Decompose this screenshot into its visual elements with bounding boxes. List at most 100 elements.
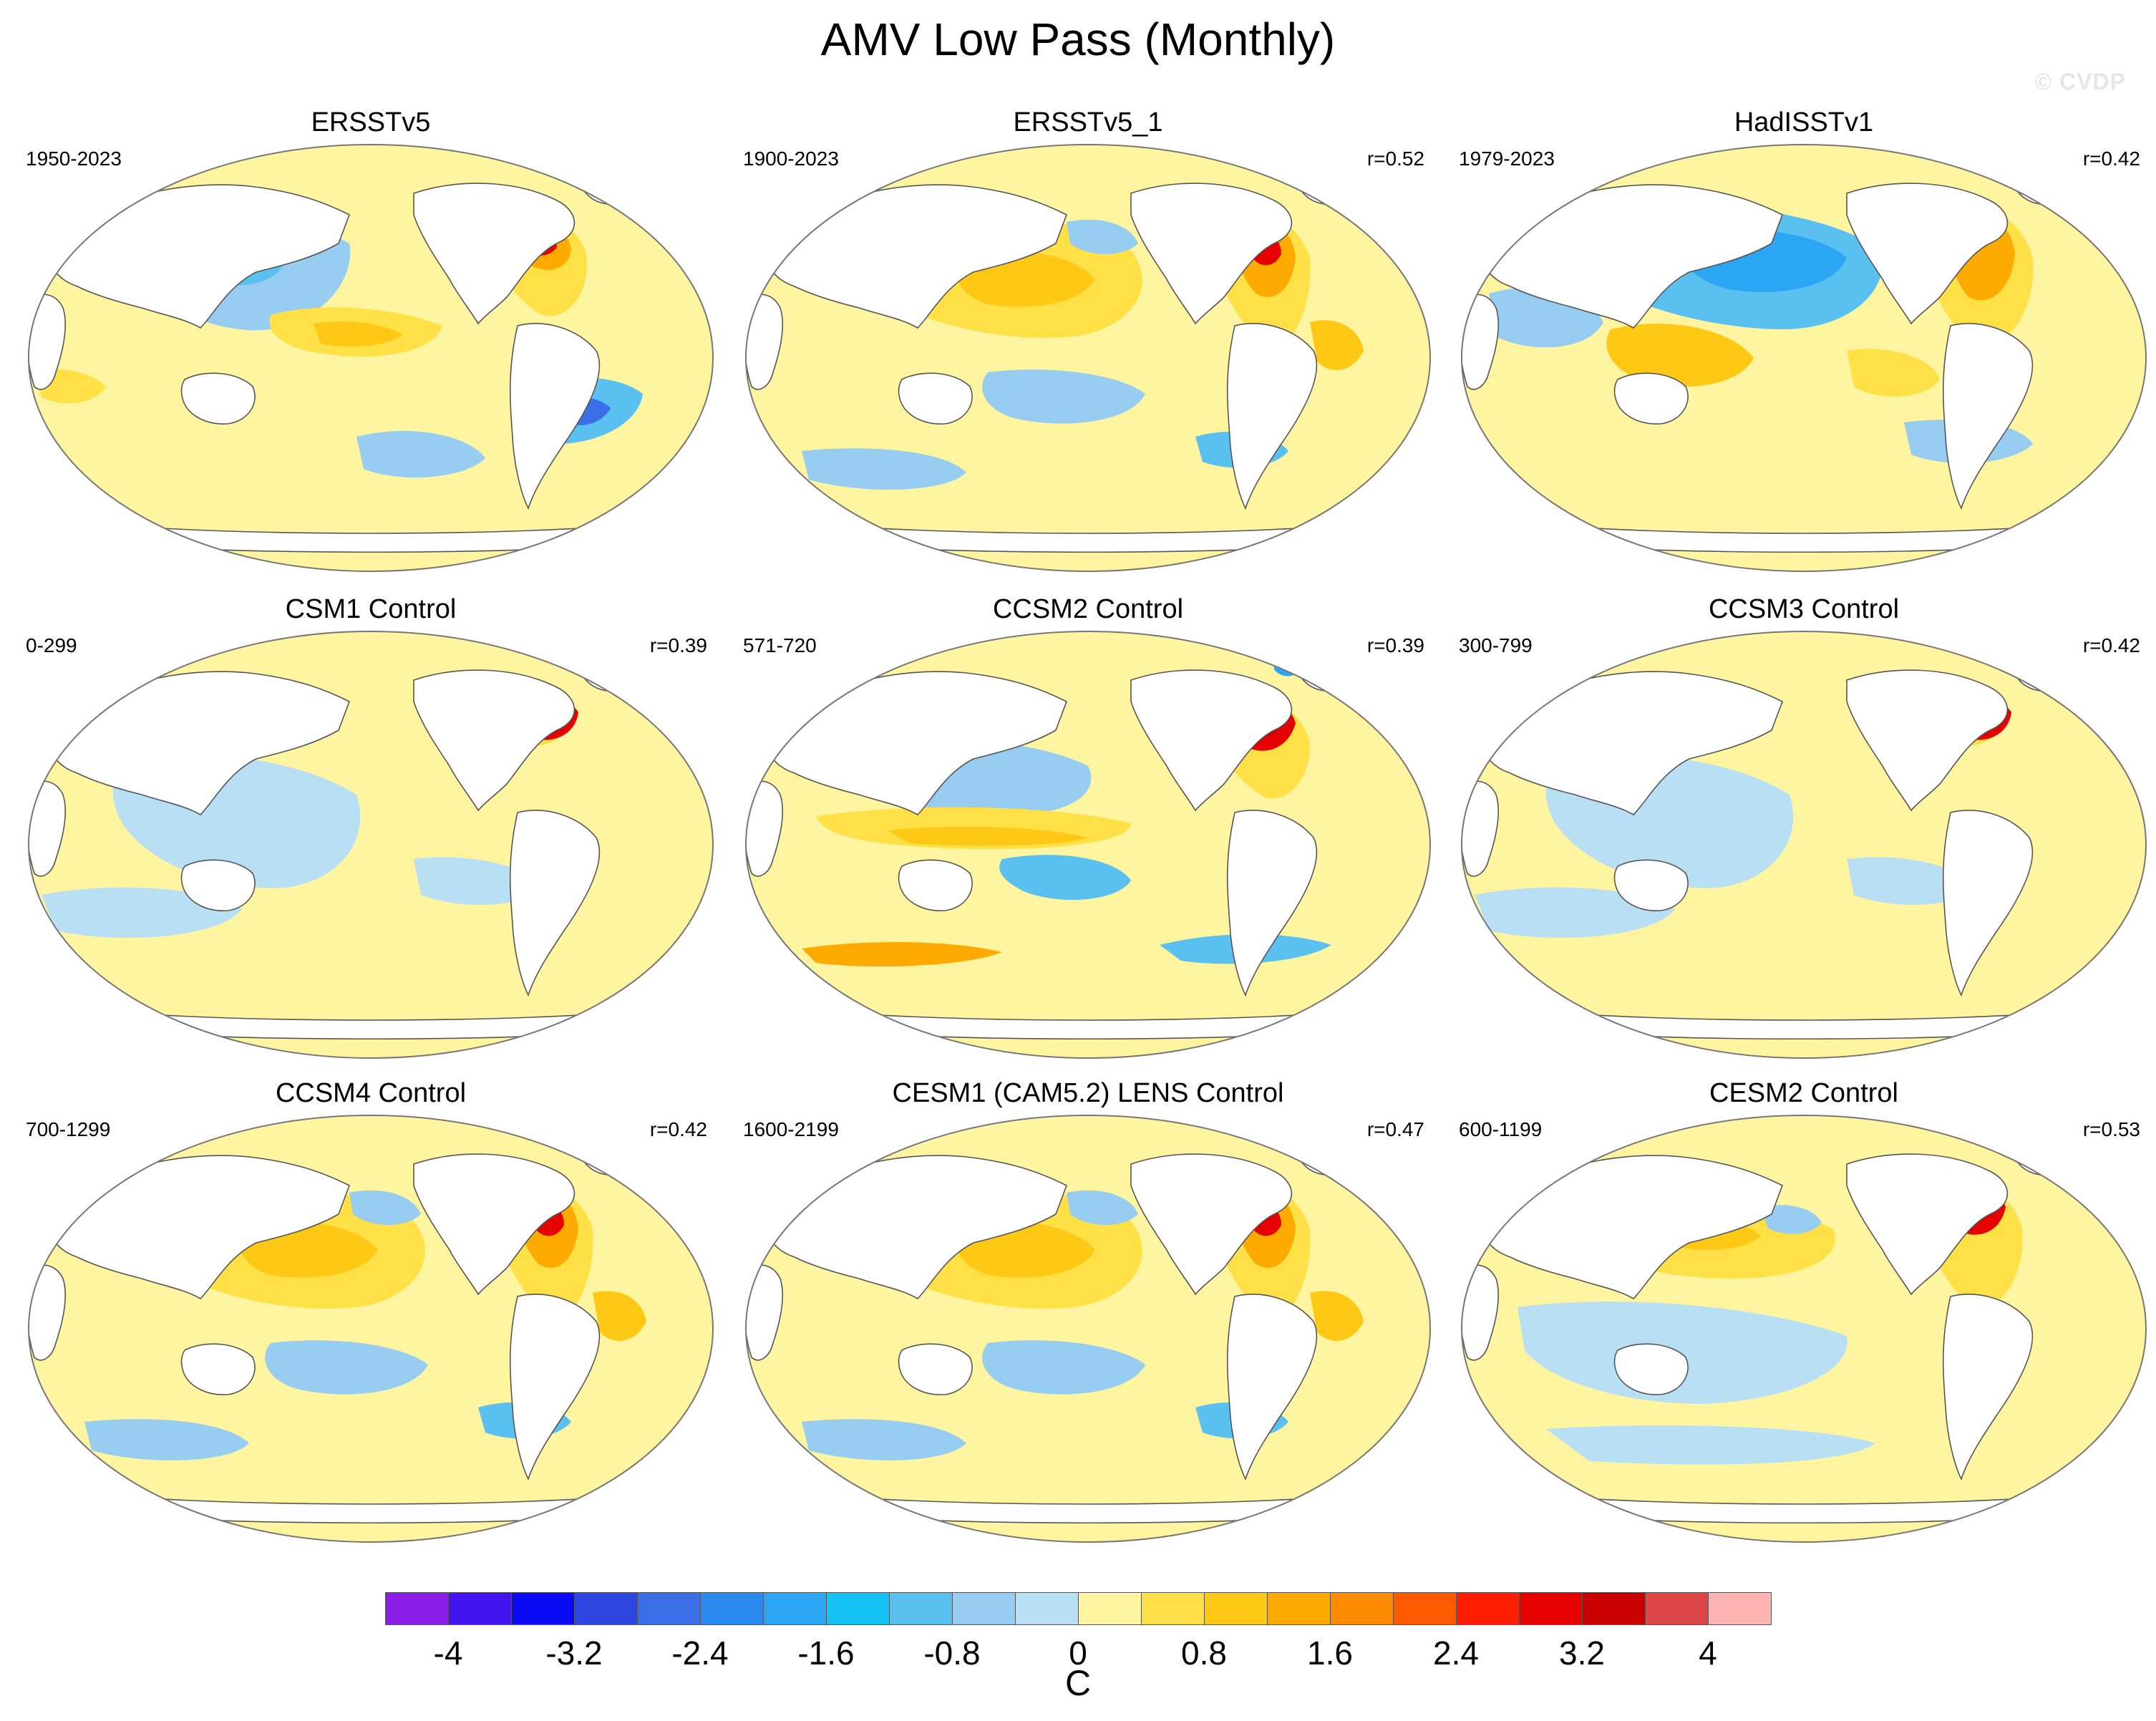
- map-panel: CESM1 (CAM5.2) LENS Control 1600-2199 r=0.…: [730, 1078, 1446, 1551]
- robinson-map: [1461, 1115, 2147, 1543]
- panel-year-range: 0-299: [26, 634, 77, 656]
- colorbar-swatch: [574, 1592, 638, 1625]
- colorbar-swatch: [1015, 1592, 1079, 1625]
- eurasia-land: [1482, 671, 1784, 816]
- colorbar-swatch: [826, 1592, 890, 1625]
- sst-anomaly-region: [1606, 324, 1754, 387]
- map-border: [745, 144, 1431, 572]
- colorbar-swatch: [1456, 1592, 1520, 1625]
- colorbar-swatch: [700, 1592, 764, 1625]
- map-panel: CCSM3 Control 300-799 r=0.42: [1446, 594, 2156, 1067]
- panel-title: CESM1 (CAM5.2) LENS Control: [892, 1078, 1284, 1108]
- sst-anomaly-region: [1761, 1205, 1822, 1234]
- africa-land: [746, 294, 784, 390]
- panel-correlation: r=0.42: [2082, 634, 2140, 656]
- colorbar-units: C: [1064, 1663, 1092, 1703]
- map-border: [1461, 144, 2147, 572]
- map-border: [28, 1115, 714, 1543]
- map-panel: CCSM4 Control 700-1299 r=0.42: [13, 1078, 729, 1551]
- robinson-map: [1461, 144, 2147, 572]
- colorbar-swatch: [1708, 1592, 1772, 1625]
- south-america-land: [1942, 810, 2034, 997]
- australia-land: [1613, 372, 1689, 425]
- ocean-base: [1462, 145, 2146, 571]
- sst-anomaly-region: [1310, 1291, 1364, 1341]
- colorbar-swatch: [1267, 1592, 1331, 1625]
- australia-land: [180, 372, 256, 425]
- colorbar-swatch: [763, 1592, 827, 1625]
- panel-correlation: r=0.52: [1366, 147, 1424, 170]
- sst-anomaly-region: [802, 448, 966, 490]
- robinson-map: [28, 1115, 714, 1543]
- south-america-land: [1226, 1294, 1318, 1481]
- sst-field: [29, 1115, 713, 1542]
- ocean-base: [29, 145, 713, 571]
- ocean-base: [29, 631, 713, 1058]
- sst-anomaly-region: [1310, 320, 1364, 370]
- panel-correlation: r=0.42: [2082, 147, 2140, 170]
- panel-correlation: r=0.42: [649, 1118, 707, 1140]
- south-america-land: [1226, 810, 1318, 997]
- robinson-map: [1461, 631, 2147, 1059]
- robinson-map: [745, 1115, 1431, 1543]
- africa-land: [29, 294, 67, 390]
- sst-anomaly-region: [1067, 219, 1138, 254]
- sst-anomaly-region: [1067, 1190, 1138, 1225]
- map-panel: CESM2 Control 600-1199 r=0.53: [1446, 1078, 2156, 1551]
- panel-correlation: r=0.39: [649, 634, 707, 656]
- sst-anomaly-region: [1546, 1425, 1875, 1465]
- south-america-land: [509, 810, 601, 997]
- north-america-land: [413, 669, 576, 812]
- colorbar-swatch: [1645, 1592, 1709, 1625]
- colorbar-swatch: [889, 1592, 953, 1625]
- australia-land: [180, 859, 256, 911]
- africa-land: [1462, 780, 1500, 877]
- colorbar-tick-label: 2.4: [1433, 1634, 1479, 1672]
- colorbar-tick-label: 0.8: [1181, 1634, 1227, 1672]
- north-america-land: [413, 183, 576, 325]
- sst-anomaly-region: [265, 1340, 428, 1395]
- south-america-land: [1942, 1294, 2034, 1481]
- north-america-land: [1846, 669, 2009, 812]
- panel-year-range: 1900-2023: [743, 147, 839, 170]
- colorbar-swatch: [1330, 1592, 1394, 1625]
- colorbar-tick-label: 0: [1069, 1634, 1087, 1672]
- panel-year-range: 571-720: [743, 634, 817, 656]
- africa-land: [29, 1264, 67, 1361]
- colorbar-swatch: [1582, 1592, 1646, 1625]
- map-panel: HadISSTv1 1979-2023 r=0.42: [1446, 107, 2156, 580]
- colorbar-swatch: [1204, 1592, 1268, 1625]
- map-border: [745, 631, 1431, 1059]
- colorbar-tick-label: 1.6: [1307, 1634, 1353, 1672]
- map-panel: CCSM2 Control 571-720 r=0.39: [730, 594, 1446, 1067]
- panel-year-range: 1979-2023: [1459, 147, 1555, 170]
- australia-land: [898, 859, 973, 911]
- south-america-land: [1226, 323, 1318, 510]
- colorbar-tick-label: -2.4: [671, 1634, 729, 1672]
- panel-title: ERSSTv5: [311, 107, 431, 137]
- sst-anomaly-region: [1518, 1301, 1847, 1404]
- africa-land: [29, 780, 67, 877]
- panel-title: HadISSTv1: [1734, 107, 1874, 137]
- map-panel: ERSSTv5 1950-2023: [13, 107, 729, 580]
- colorbar: [385, 1592, 1772, 1625]
- africa-land: [746, 1264, 784, 1361]
- colorbar-swatch: [952, 1592, 1016, 1625]
- colorbar-swatch: [1393, 1592, 1457, 1625]
- ocean-base: [1462, 631, 2146, 1058]
- panel-year-range: 600-1199: [1459, 1118, 1543, 1140]
- sst-field: [1462, 631, 2146, 1058]
- australia-land: [898, 1343, 973, 1395]
- sst-field: [746, 1115, 1430, 1542]
- panel-year-range: 1950-2023: [26, 147, 122, 170]
- panel-year-range: 700-1299: [26, 1118, 111, 1140]
- sst-anomaly-region: [999, 855, 1131, 900]
- eurasia-land: [767, 1155, 1068, 1300]
- eurasia-land: [767, 671, 1068, 816]
- south-america-land: [509, 1294, 601, 1481]
- sst-anomaly-region: [1847, 349, 1940, 397]
- africa-land: [1462, 1264, 1500, 1361]
- australia-land: [180, 1343, 256, 1395]
- eurasia-land: [1482, 1155, 1784, 1300]
- sst-field: [29, 145, 713, 571]
